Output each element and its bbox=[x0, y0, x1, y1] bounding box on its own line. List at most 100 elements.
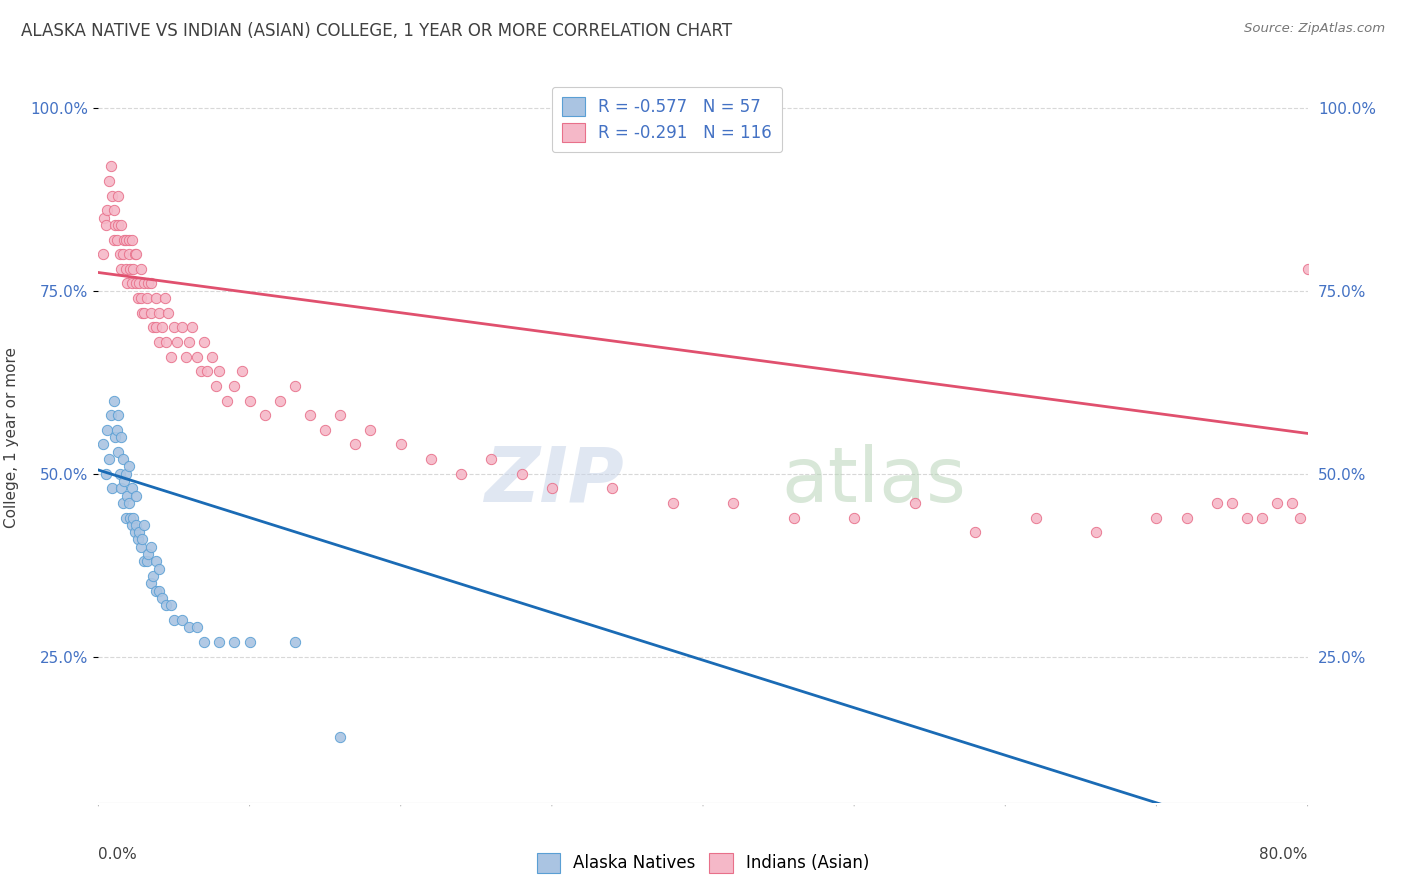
Point bbox=[110, 430, 132, 444]
Point bbox=[112, 233, 135, 247]
Point bbox=[104, 218, 127, 232]
Point bbox=[420, 452, 443, 467]
Point bbox=[135, 291, 157, 305]
Point bbox=[269, 393, 291, 408]
Point bbox=[103, 393, 125, 408]
Point bbox=[94, 218, 117, 232]
Point bbox=[160, 599, 183, 613]
Text: 80.0%: 80.0% bbox=[1260, 847, 1308, 862]
Point bbox=[128, 277, 150, 291]
Point bbox=[121, 277, 143, 291]
Point bbox=[1267, 496, 1289, 510]
Point bbox=[111, 452, 134, 467]
Point bbox=[132, 306, 155, 320]
Point bbox=[155, 334, 177, 349]
Point bbox=[360, 423, 382, 437]
Point bbox=[1402, 261, 1406, 276]
Text: ALASKA NATIVE VS INDIAN (ASIAN) COLLEGE, 1 YEAR OR MORE CORRELATION CHART: ALASKA NATIVE VS INDIAN (ASIAN) COLLEGE,… bbox=[21, 22, 733, 40]
Point bbox=[299, 408, 322, 422]
Point bbox=[179, 620, 201, 634]
Point bbox=[111, 496, 134, 510]
Point bbox=[224, 635, 246, 649]
Point bbox=[153, 291, 176, 305]
Point bbox=[1296, 261, 1319, 276]
Point bbox=[104, 430, 127, 444]
Point bbox=[127, 533, 149, 547]
Point bbox=[96, 203, 118, 218]
Point bbox=[136, 277, 159, 291]
Point bbox=[127, 291, 149, 305]
Point bbox=[1312, 261, 1334, 276]
Point bbox=[124, 525, 146, 540]
Point bbox=[114, 261, 136, 276]
Point bbox=[114, 233, 136, 247]
Point bbox=[1341, 261, 1364, 276]
Point bbox=[145, 291, 167, 305]
Point bbox=[111, 247, 134, 261]
Point bbox=[1319, 261, 1341, 276]
Point bbox=[120, 510, 142, 524]
Point bbox=[284, 379, 307, 393]
Point bbox=[145, 583, 167, 598]
Point bbox=[110, 261, 132, 276]
Point bbox=[170, 613, 193, 627]
Point bbox=[131, 533, 153, 547]
Point bbox=[108, 247, 131, 261]
Point bbox=[179, 334, 201, 349]
Text: Source: ZipAtlas.com: Source: ZipAtlas.com bbox=[1244, 22, 1385, 36]
Point bbox=[115, 277, 138, 291]
Point bbox=[128, 525, 150, 540]
Point bbox=[661, 496, 683, 510]
Point bbox=[141, 540, 163, 554]
Point bbox=[103, 233, 125, 247]
Point bbox=[201, 350, 224, 364]
Text: atlas: atlas bbox=[782, 444, 966, 518]
Point bbox=[389, 437, 412, 451]
Point bbox=[121, 233, 143, 247]
Point bbox=[100, 160, 122, 174]
Text: ZIP: ZIP bbox=[485, 444, 624, 518]
Point bbox=[481, 452, 503, 467]
Point bbox=[107, 218, 129, 232]
Point bbox=[108, 467, 131, 481]
Point bbox=[114, 510, 136, 524]
Point bbox=[105, 423, 128, 437]
Point bbox=[215, 393, 238, 408]
Point bbox=[783, 510, 806, 524]
Point bbox=[118, 496, 141, 510]
Point bbox=[1289, 510, 1312, 524]
Point bbox=[186, 350, 208, 364]
Point bbox=[344, 437, 367, 451]
Point bbox=[100, 408, 122, 422]
Point bbox=[190, 364, 212, 378]
Point bbox=[96, 423, 118, 437]
Point bbox=[148, 334, 170, 349]
Point bbox=[103, 203, 125, 218]
Point bbox=[181, 320, 204, 334]
Point bbox=[1024, 510, 1046, 524]
Point bbox=[136, 547, 159, 561]
Point bbox=[142, 320, 165, 334]
Point bbox=[156, 306, 179, 320]
Point bbox=[1175, 510, 1198, 524]
Point bbox=[148, 306, 170, 320]
Point bbox=[122, 510, 145, 524]
Point bbox=[904, 496, 927, 510]
Point bbox=[208, 635, 231, 649]
Point bbox=[129, 540, 152, 554]
Point bbox=[112, 474, 135, 488]
Point bbox=[135, 554, 157, 568]
Point bbox=[125, 277, 148, 291]
Point bbox=[314, 423, 336, 437]
Point bbox=[329, 730, 352, 744]
Point bbox=[1236, 510, 1258, 524]
Point bbox=[1251, 510, 1274, 524]
Point bbox=[107, 188, 129, 202]
Point bbox=[122, 261, 145, 276]
Point bbox=[205, 379, 228, 393]
Point bbox=[101, 188, 124, 202]
Point bbox=[150, 591, 173, 605]
Point bbox=[129, 291, 152, 305]
Point bbox=[1144, 510, 1167, 524]
Point bbox=[195, 364, 218, 378]
